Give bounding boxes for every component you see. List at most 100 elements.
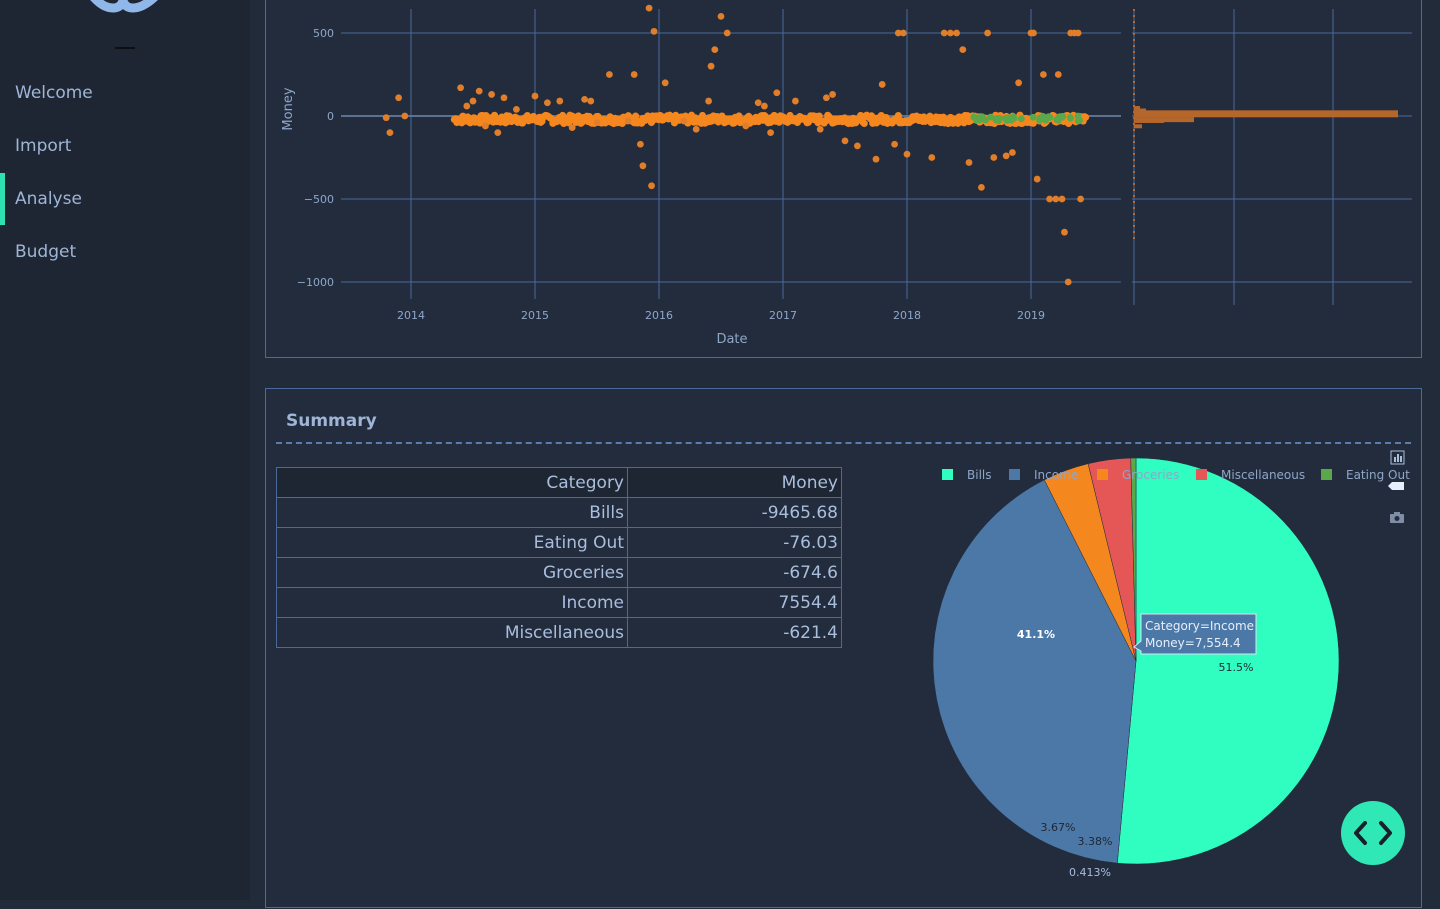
x-tick-2016: 2016 xyxy=(645,309,673,322)
sidebar-item-budget[interactable]: Budget xyxy=(15,242,77,262)
scatter-point xyxy=(829,91,836,98)
y-tick-minus-1000: −1000 xyxy=(297,276,334,289)
legend-item-income[interactable]: Income xyxy=(1034,468,1078,482)
x-tick-2017: 2017 xyxy=(769,309,797,322)
code-icon xyxy=(1354,821,1392,845)
scatter-point xyxy=(947,29,954,37)
scatter-point xyxy=(463,102,471,110)
pie-slice-bills[interactable] xyxy=(1117,457,1340,865)
scatter-point xyxy=(1039,113,1047,120)
legend-item-miscellaneous[interactable]: Miscellaneous xyxy=(1221,468,1305,482)
scatter-point xyxy=(872,155,880,163)
scatter-point xyxy=(395,94,402,102)
scatter-point xyxy=(984,29,991,37)
scatter-point xyxy=(648,182,655,190)
scatter-point xyxy=(637,140,644,148)
legend-swatch-bills xyxy=(942,469,953,480)
summary-panel: Summary Category Money Bills -9465.68 Ea… xyxy=(265,388,1422,908)
scatter-point xyxy=(990,154,998,161)
scatter-point xyxy=(469,97,477,105)
scatter-point xyxy=(767,129,774,137)
histogram-bar xyxy=(1134,117,1164,123)
scatter-point xyxy=(606,71,613,78)
legend-item-bills[interactable]: Bills xyxy=(967,468,992,482)
scatter-point xyxy=(482,122,489,130)
sidebar-item-import[interactable]: Import xyxy=(15,136,72,156)
pie-slice-eating-out[interactable] xyxy=(1130,457,1137,662)
summary-table: Category Money Bills -9465.68 Eating Out… xyxy=(276,467,842,648)
table-row: Income 7554.4 xyxy=(276,587,842,618)
scatter-point xyxy=(1054,71,1062,78)
scatter-point xyxy=(382,114,390,122)
cell-category: Miscellaneous xyxy=(276,617,628,648)
scatter-point xyxy=(632,112,640,120)
scatter-point xyxy=(860,119,868,128)
scatter-point xyxy=(1009,113,1017,121)
pie-slice-income[interactable] xyxy=(932,479,1137,864)
scatter-point xyxy=(401,112,409,120)
legend-swatch-groceries xyxy=(1097,469,1108,480)
x-tick-2014: 2014 xyxy=(397,309,425,322)
cell-category: Groceries xyxy=(276,557,628,588)
sidebar-divider xyxy=(115,47,135,49)
cell-money: -76.03 xyxy=(627,527,842,558)
scatter-point xyxy=(556,97,564,105)
scatter-point xyxy=(1074,29,1082,37)
pie-chart[interactable]: 51.5% 41.1% 3.67% 3.38% 0.413% Bills Inc… xyxy=(266,389,1423,909)
y-tick-minus-500: −500 xyxy=(304,193,334,206)
scatter-point xyxy=(1040,71,1047,78)
scatter-point xyxy=(513,105,520,113)
camera-icon[interactable] xyxy=(1390,512,1404,523)
histogram-bar xyxy=(1134,124,1142,129)
pie-label-groceries: 3.67% xyxy=(1041,821,1076,834)
scatter-point xyxy=(494,129,502,137)
legend-swatch-eating-out xyxy=(1321,469,1332,480)
table-row: Eating Out -76.03 xyxy=(276,527,842,558)
scatter-point xyxy=(717,13,725,20)
scatter-point xyxy=(624,117,632,125)
table-row: Miscellaneous -621.4 xyxy=(276,617,842,648)
hover-tooltip: Category=Income Money=7,554.4 xyxy=(1133,613,1257,655)
scatter-point xyxy=(650,27,658,35)
sidebar-item-welcome[interactable]: Welcome xyxy=(15,83,93,103)
legend-item-eating-out[interactable]: Eating Out xyxy=(1346,468,1410,482)
column-header-category[interactable]: Category xyxy=(276,467,628,498)
histogram-bar xyxy=(1134,108,1146,113)
scatter-point xyxy=(630,71,638,78)
scatter-point xyxy=(742,122,750,130)
scatter-point xyxy=(723,29,731,37)
scatter-point xyxy=(1061,228,1068,236)
legend-item-groceries[interactable]: Groceries xyxy=(1122,468,1179,482)
sidebar-item-analyse[interactable]: Analyse xyxy=(0,173,250,225)
scatter-point xyxy=(1052,195,1060,203)
summary-divider xyxy=(276,442,1411,444)
code-toggle-button[interactable] xyxy=(1341,801,1405,865)
scatter-point xyxy=(1074,112,1082,120)
scatter-point xyxy=(894,29,902,37)
y-tick-0: 0 xyxy=(327,110,334,123)
tooltip-category: Category=Income xyxy=(1145,619,1254,633)
scatter-point xyxy=(761,102,768,110)
tag-icon[interactable] xyxy=(1388,482,1404,490)
scatter-point xyxy=(488,91,495,98)
scatter-point xyxy=(692,125,700,133)
histogram-bar xyxy=(1134,106,1140,111)
table-row: Bills -9465.68 xyxy=(276,497,842,528)
cell-category: Bills xyxy=(276,497,628,528)
app-logo xyxy=(78,0,173,18)
scatter-point xyxy=(841,137,849,145)
scatter-point xyxy=(995,117,1002,125)
scatter-point xyxy=(500,94,508,102)
sidebar: Welcome Import Analyse Budget xyxy=(0,0,250,900)
scatter-point xyxy=(823,94,830,102)
scatter-point xyxy=(953,29,960,37)
scatter-point xyxy=(773,89,781,97)
cell-money: -9465.68 xyxy=(627,497,842,528)
scatter-point xyxy=(1058,195,1066,203)
scatter-point xyxy=(1077,195,1084,203)
scatter-point xyxy=(792,97,799,105)
scatter-point xyxy=(581,96,588,103)
scatter-point xyxy=(585,112,593,121)
bar-chart-icon[interactable] xyxy=(1390,450,1405,465)
scatter-chart[interactable]: 500 0 −500 −1000 2014 2015 2016 2017 201… xyxy=(266,0,1423,359)
